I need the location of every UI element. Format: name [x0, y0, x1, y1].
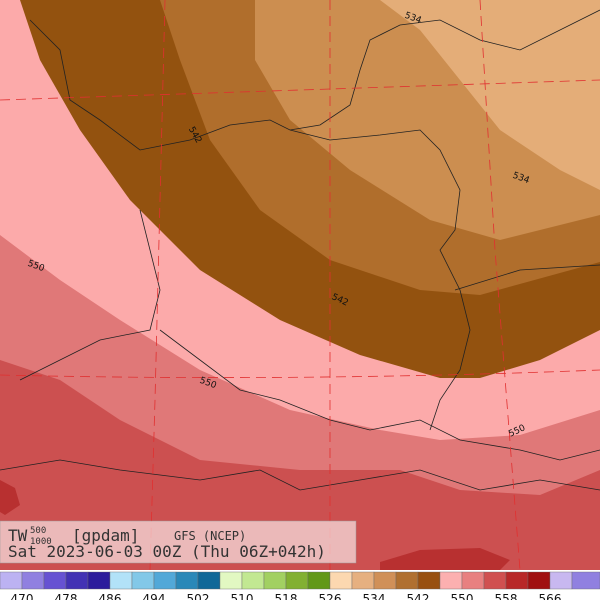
colorbar-swatch: [263, 571, 287, 590]
units: [gpdam]: [72, 526, 139, 545]
colorbar-label: 470: [11, 592, 34, 600]
band-558: [0, 360, 600, 570]
colorbar-label: 494: [143, 592, 166, 600]
colorbar-label: 526: [319, 592, 342, 600]
colorbar-label: 542: [407, 592, 430, 600]
colorbar-swatch: [527, 571, 551, 590]
band-562: [0, 480, 510, 570]
colorbar-swatch: [175, 571, 199, 590]
colorbar-swatch: [285, 571, 309, 590]
colorbar-swatch: [197, 571, 221, 590]
colorbar-swatch: [439, 571, 463, 590]
colorbar-swatch: [483, 571, 507, 590]
colorbar-swatch: [307, 571, 331, 590]
graticule: [0, 79, 600, 378]
colorbar: 470 478 486 494 502 510 518 526 534 542 550 558 566: [0, 571, 600, 600]
colorbar-label: 486: [99, 592, 122, 600]
graticule: [149, 0, 521, 571]
border: [289, 129, 471, 431]
subscript: 1000: [30, 537, 52, 547]
colorbar-swatch: [21, 571, 45, 590]
colorbar-swatch: [0, 571, 23, 590]
colorbar-swatch: [219, 571, 243, 590]
colorbar-label: 566: [539, 592, 562, 600]
colorbar-swatch: [43, 571, 67, 590]
colorbar-swatch: [505, 571, 529, 590]
colorbar-swatch: [87, 571, 111, 590]
border: [19, 209, 600, 461]
colorbar-swatch: [153, 571, 177, 590]
colorbar-swatch: [241, 571, 265, 590]
colorbar-swatch: [461, 571, 485, 590]
border: [0, 264, 600, 491]
colorbar-swatch: [329, 571, 353, 590]
colorbar-swatch: [351, 571, 375, 590]
colorbar-swatch: [109, 571, 133, 590]
colorbar-swatch: [373, 571, 397, 590]
colorbar-label: 478: [55, 592, 78, 600]
colorbar-swatch: [395, 571, 419, 590]
superscript: 500: [30, 526, 46, 536]
colorbar-label: 534: [363, 592, 386, 600]
band-530: [380, 0, 600, 190]
valid-time: Sat 2023-06-03 00Z (Thu 06Z+042h): [8, 542, 326, 561]
colorbar-swatch: [549, 571, 573, 590]
colorbar-label: 502: [187, 592, 210, 600]
colorbar-label: 550: [451, 592, 474, 600]
colorbar-swatch: [65, 571, 89, 590]
colorbar-swatch: [417, 571, 441, 590]
info-box: [0, 520, 357, 564]
colorbar-label: 558: [495, 592, 518, 600]
colorbar-label: 510: [231, 592, 254, 600]
colorbar-label: 518: [275, 592, 298, 600]
coastline: [29, 9, 600, 151]
model: GFS (NCEP): [174, 529, 246, 543]
variable: TW: [8, 526, 28, 545]
colorbar-swatch: [131, 571, 155, 590]
colorbar-swatch: [571, 571, 600, 590]
